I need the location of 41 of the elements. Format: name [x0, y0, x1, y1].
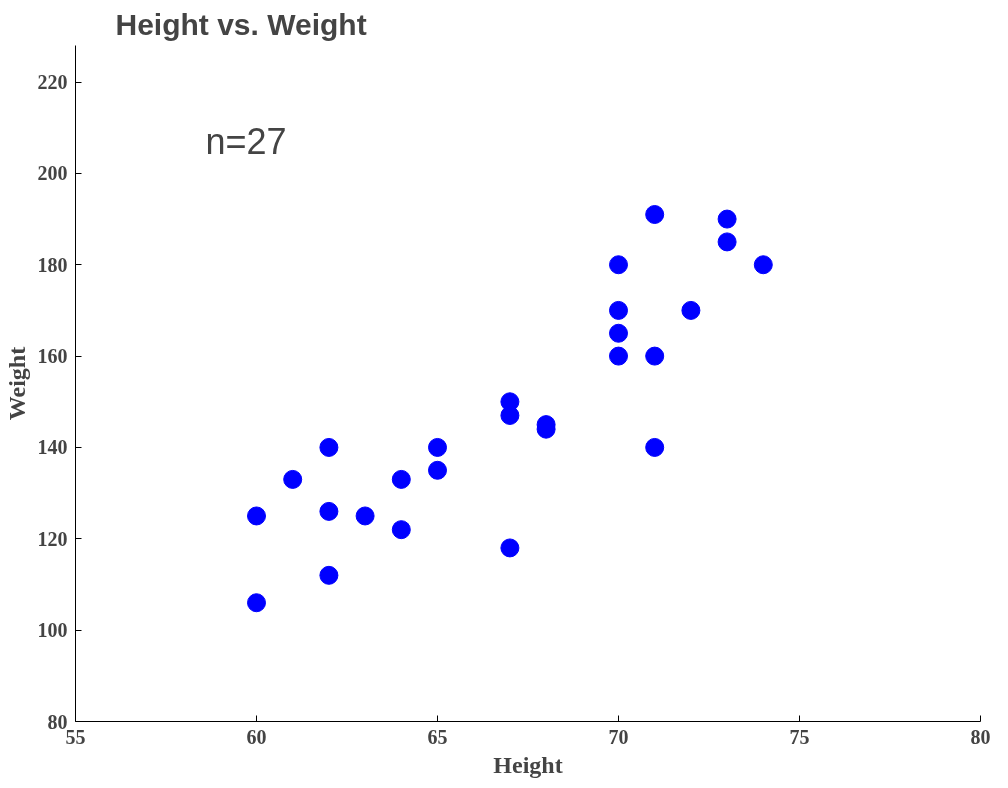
point: [500, 405, 520, 425]
y-tick-label: 100: [37, 619, 68, 642]
x-tick-label: 70: [608, 725, 629, 748]
point: [609, 323, 628, 343]
annotation: n=27: [205, 120, 287, 162]
point: [283, 469, 303, 489]
point: [391, 469, 411, 489]
point: [645, 437, 665, 457]
point: [247, 593, 266, 613]
chart-title: Height vs. Weight: [115, 7, 367, 41]
point: [319, 565, 339, 585]
y-tick-label: 160: [37, 345, 68, 368]
point: [753, 255, 773, 275]
y-tick-label: 200: [37, 162, 68, 185]
x-tick-label: 65: [427, 725, 448, 748]
y-axis-title: Weight: [3, 346, 30, 421]
point: [500, 538, 520, 558]
point: [247, 506, 266, 526]
point: [609, 346, 628, 366]
y-tick-label: 120: [37, 527, 68, 550]
point: [319, 437, 339, 457]
y-tick-label: 180: [37, 253, 68, 276]
y-tick-label: 220: [37, 71, 68, 94]
point: [355, 506, 375, 526]
point: [609, 255, 628, 275]
point: [681, 300, 701, 320]
point: [391, 520, 411, 540]
point: [645, 346, 665, 366]
x-tick-label: 75: [789, 725, 810, 748]
x-axis-title: Height: [493, 751, 563, 778]
point: [428, 460, 447, 480]
point: [609, 300, 628, 320]
point: [717, 209, 737, 229]
x-tick-label: 60: [246, 725, 267, 748]
x-tick-label: 80: [970, 725, 991, 748]
y-tick-label: 140: [37, 436, 68, 459]
point: [717, 232, 737, 252]
point: [428, 437, 447, 457]
y-tick-label: 80: [47, 710, 68, 733]
point: [319, 501, 339, 521]
point: [645, 205, 665, 224]
